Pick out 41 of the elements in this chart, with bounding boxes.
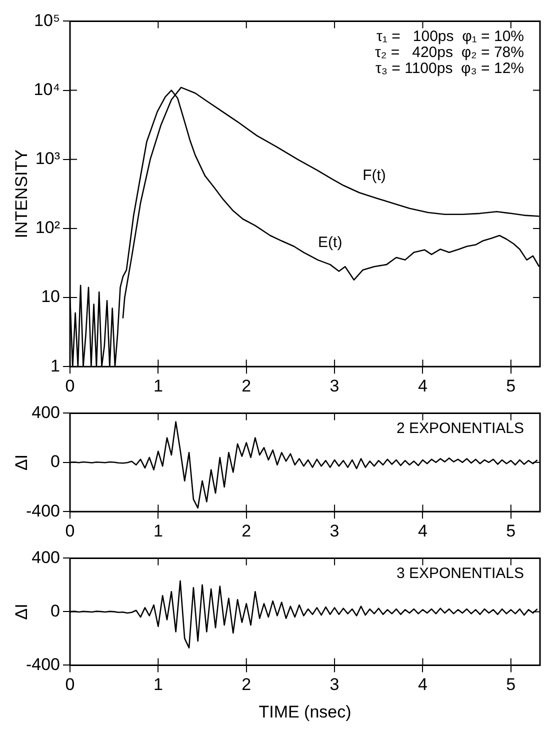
x-tick-label: 4	[418, 376, 428, 396]
x-tick-label: 2	[242, 376, 252, 396]
x-tick-label: 3	[330, 675, 340, 694]
y-tick-label: 10²	[35, 218, 60, 238]
x-tick-label: 4	[418, 521, 428, 540]
y-axis-title: INTENSITY	[12, 150, 31, 238]
x-tick-label: 1	[153, 675, 163, 694]
y-tick-label: 400	[32, 548, 60, 567]
y-tick-label: 0	[50, 452, 60, 472]
y-tick-label: -400	[26, 654, 60, 674]
y-tick-label: 10⁴	[34, 80, 60, 99]
x-tick-label: 0	[65, 675, 75, 694]
y-tick-label: -400	[26, 501, 60, 520]
x-tick-label: 2	[242, 675, 252, 694]
series-label: E(t)	[318, 234, 342, 252]
annotation: 2 EXPONENTIALS	[396, 420, 524, 437]
series-label: F(t)	[362, 167, 386, 184]
x-tick-label: 4	[418, 675, 428, 694]
x-tick-label: 5	[506, 675, 516, 694]
x-tick-label: 1	[153, 376, 163, 396]
x-tick-label: 1	[153, 521, 163, 540]
y-tick-label: 1	[50, 356, 60, 376]
x-tick-label: 5	[506, 521, 516, 540]
x-tick-label: 5	[506, 376, 516, 396]
y-axis-title: ΔI	[12, 454, 31, 470]
annotation: τ₃ = 1100ps φ₃ = 12%	[375, 60, 524, 77]
y-tick-label: 10³	[35, 149, 60, 168]
x-tick-label: 2	[242, 521, 252, 540]
annotation: τ₁ = 100ps φ₁ = 10%	[376, 28, 524, 45]
y-tick-label: 10⁵	[34, 10, 60, 30]
annotation: 3 EXPONENTIALS	[396, 564, 524, 582]
x-tick-label: 0	[65, 376, 75, 396]
x-tick-label: 3	[330, 376, 340, 396]
y-axis-title: ΔI	[12, 604, 31, 620]
x-tick-label: 3	[330, 521, 340, 540]
y-tick-label: 400	[32, 402, 60, 422]
x-axis-title: TIME (nsec)	[258, 702, 352, 722]
y-tick-label: 0	[50, 601, 60, 620]
y-tick-label: 10	[41, 287, 60, 306]
annotation: τ₂ = 420ps φ₂ = 78%	[374, 44, 524, 61]
x-tick-label: 0	[65, 521, 75, 540]
